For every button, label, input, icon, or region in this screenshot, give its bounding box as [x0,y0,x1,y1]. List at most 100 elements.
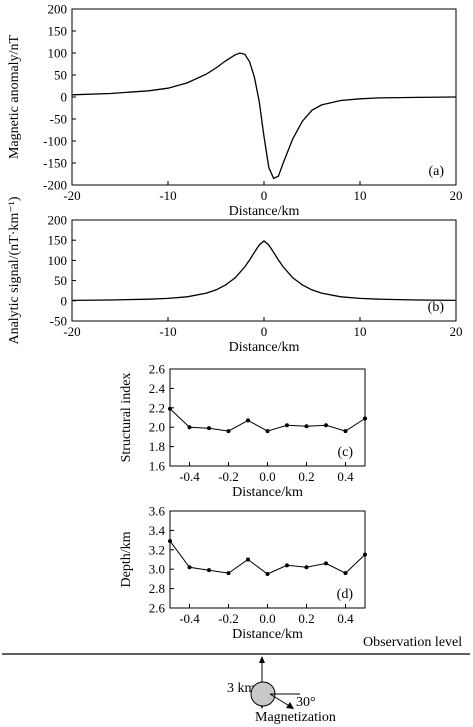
y-tick-label: 2.0 [149,420,165,435]
y-tick-label: -150 [43,156,67,171]
series-line [71,240,457,302]
depth-label: 3 km [227,681,256,696]
y-tick-label: 200 [48,2,68,17]
y-tick-label: 150 [48,233,68,248]
data-point [246,418,250,423]
observation-level-label: Observation level [363,635,462,650]
y-axis-label: Analytic signal/(nT·km⁻¹) [7,196,22,344]
data-point [187,565,192,570]
y-tick-label: -200 [43,178,67,193]
y-tick-label: 100 [48,253,68,268]
y-tick-label: -50 [50,112,67,127]
x-axis-label: Distance/km [229,340,300,355]
panel-label: (c) [337,445,353,460]
magnetization-arrow-head [286,702,294,709]
y-tick-label: 200 [48,213,68,228]
y-tick-label: 0 [61,293,68,308]
data-point [265,429,270,434]
data-point [226,571,231,576]
y-tick-label: 2.6 [149,601,166,616]
y-axis-label: Structural index [119,373,134,463]
y-tick-label: 2.6 [149,362,166,377]
x-axis-label: Distance/km [232,485,303,500]
inclination-angle-label: 30° [296,695,316,710]
plot-frame [169,368,366,467]
y-tick-label: 3.6 [149,504,166,519]
x-tick-label: -0.4 [179,469,200,484]
x-tick-label: -10 [159,188,176,203]
data-point [343,571,348,576]
y-tick-label: -50 [50,314,67,329]
x-tick-label: 20 [450,324,463,339]
panel-label: (a) [428,164,444,179]
x-tick-label: -0.4 [179,611,200,626]
x-tick-label: 0.4 [337,469,354,484]
data-point [343,429,348,434]
y-tick-label: -100 [43,134,67,149]
data-point [363,416,367,421]
x-tick-label: -20 [63,188,80,203]
panel-d: 2.6 2.8 3.0 3.2 3.4 3.6 -0.4 -0.2 0.0 0.2 0.4 Dista… [119,504,367,642]
panel-b: -50 0 50 100 150 200 -20 -10 0 10 20 Distance/km Ana… [7,196,463,355]
data-point [226,429,231,434]
x-tick-label: 0 [261,324,268,339]
data-point [285,423,289,428]
x-tick-label: 0.2 [298,611,314,626]
data-point [304,565,309,570]
y-tick-label: 0 [61,90,68,105]
x-tick-label: -0.2 [218,469,239,484]
panel-label: (b) [428,300,445,315]
body-model-sketch: Observation level 3 km 30° Magnetization [2,635,470,725]
data-point [324,423,328,428]
x-tick-label: -20 [63,324,80,339]
y-tick-label: 2.4 [149,381,166,396]
data-point [207,568,211,573]
data-point [265,572,270,577]
y-tick-label: 3.2 [149,542,165,557]
x-tick-label: 10 [354,324,367,339]
x-tick-label: 0.0 [259,611,275,626]
panel-label: (d) [337,587,354,602]
depth-arrow-head-up [259,656,265,663]
series-line [169,540,366,575]
x-tick-label: -10 [159,324,176,339]
x-tick-label: 0.2 [298,469,314,484]
data-point [246,557,250,562]
data-point [304,424,309,429]
x-tick-label: 0.4 [337,611,354,626]
series-line [71,52,457,180]
y-tick-label: 50 [54,273,67,288]
y-tick-label: 1.8 [149,439,165,454]
plot-frame [71,219,457,322]
y-tick-label: 150 [48,24,68,39]
x-tick-label: 10 [354,188,367,203]
data-point [207,426,211,431]
y-tick-label: 100 [48,46,68,61]
y-tick-label: 2.2 [149,400,165,415]
data-point [168,539,172,544]
x-axis-label: Distance/km [229,204,300,219]
x-tick-label: 0.0 [259,469,275,484]
magnetization-vector [269,693,292,708]
y-tick-label: 50 [54,68,67,83]
data-point [324,561,328,566]
y-tick-label: 3.0 [149,562,165,577]
data-point [363,552,367,557]
y-tick-label: 1.6 [149,459,166,474]
x-tick-label: -0.2 [218,611,239,626]
panel-c: 1.6 1.8 2.0 2.2 2.4 2.6 -0.4 -0.2 0.0 0.2 0.4 Dista… [119,362,367,500]
x-axis-label: Distance/km [232,627,303,642]
y-tick-label: 3.4 [149,523,166,538]
y-axis-label: Magnetic anomaly/nT [7,35,22,159]
magnetization-label: Magnetization [255,710,336,725]
x-tick-label: 20 [450,188,463,203]
y-tick-label: 2.8 [149,581,165,596]
y-axis-label: Depth/km [119,531,134,587]
x-tick-label: 0 [261,188,268,203]
data-point [168,406,172,411]
series-line [169,408,366,432]
data-point [285,563,289,568]
